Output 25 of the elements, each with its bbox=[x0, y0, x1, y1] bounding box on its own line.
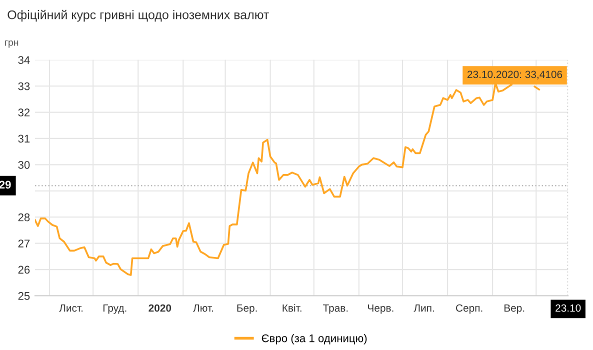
y-tick-label: 33 bbox=[18, 82, 30, 90]
x-tick-label: Серп. bbox=[456, 304, 482, 314]
legend-label: Євро (за 1 одиницю) bbox=[262, 334, 367, 344]
x-tick-label: Лют. bbox=[193, 304, 213, 312]
x-tick-label: Черв. bbox=[368, 304, 394, 314]
y-tick-label: 32 bbox=[18, 108, 30, 116]
y-tick-label: 31 bbox=[18, 134, 30, 143]
x-tick-label: 23.10 bbox=[556, 304, 581, 312]
x-tick-label: Лист. bbox=[59, 304, 83, 312]
y-tick-label: 27 bbox=[18, 240, 30, 248]
y-tick-label: 25 bbox=[18, 292, 30, 300]
x-tick-label: Лип. bbox=[414, 304, 434, 312]
x-tick-label: Груд. bbox=[103, 304, 126, 314]
y-tick-label: 34 bbox=[18, 56, 30, 64]
y-tick-label: 26 bbox=[18, 266, 30, 274]
x-tick-label: Бер. bbox=[237, 304, 257, 314]
x-tick-label: Трав. bbox=[323, 304, 348, 314]
y-axis-title: грн bbox=[5, 40, 18, 48]
x-tick-label: Вер. bbox=[504, 304, 524, 314]
chart-title: Офіційний курс гривні щодо іноземних валют bbox=[8, 10, 269, 22]
annotation: 23.10.2020: 33,4106 bbox=[467, 70, 562, 80]
x-tick-label: 2020 bbox=[148, 304, 172, 312]
y-tick-label: 30 bbox=[18, 160, 30, 169]
x-tick-label: Квіт. bbox=[282, 304, 302, 312]
y-tick-label: 28 bbox=[18, 213, 30, 222]
